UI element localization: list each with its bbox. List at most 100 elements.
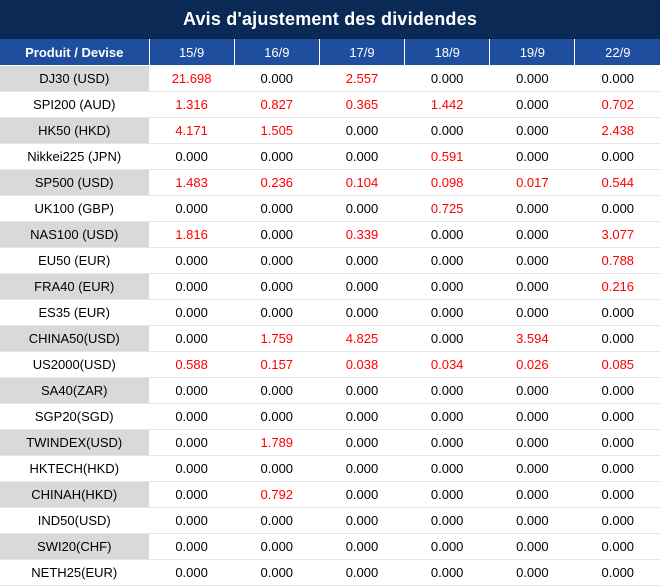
dividend-value-cell: 0.000 bbox=[574, 325, 660, 352]
dividend-value-cell: 0.017 bbox=[489, 169, 575, 196]
column-header-product: Produit / Devise bbox=[0, 39, 149, 66]
dividend-value-cell: 0.000 bbox=[148, 455, 235, 482]
dividend-value-cell: 0.000 bbox=[404, 481, 490, 508]
dividend-value-cell: 0.000 bbox=[574, 559, 660, 586]
dividend-value-cell: 0.000 bbox=[404, 455, 490, 482]
dividend-value-cell: 0.000 bbox=[233, 299, 320, 326]
table-row: HKTECH(HKD) 0.000 0.000 0.000 0.000 0.000 0.00… bbox=[0, 455, 660, 482]
dividend-value-cell: 0.000 bbox=[318, 273, 405, 300]
table-row: IND50(USD) 0.000 0.000 0.000 0.000 0.000 0.000 bbox=[0, 507, 660, 534]
dividend-value-cell: 1.759 bbox=[233, 325, 320, 352]
product-cell: SP500 (USD) bbox=[0, 169, 149, 196]
dividend-value-cell: 0.000 bbox=[404, 559, 490, 586]
product-cell: TWINDEX(USD) bbox=[0, 429, 149, 456]
dividend-value-cell: 0.591 bbox=[404, 143, 490, 170]
table-row: SWI20(CHF) 0.000 0.000 0.000 0.000 0.000 0.000 bbox=[0, 533, 660, 560]
column-header-date: 16/9 bbox=[233, 39, 320, 66]
dividend-value-cell: 0.000 bbox=[148, 195, 235, 222]
dividend-value-cell: 0.000 bbox=[148, 559, 235, 586]
dividend-value-cell: 0.000 bbox=[148, 247, 235, 274]
dividend-value-cell: 0.000 bbox=[404, 507, 490, 534]
product-cell: Nikkei225 (JPN) bbox=[0, 143, 149, 170]
dividend-value-cell: 0.000 bbox=[574, 143, 660, 170]
dividend-value-cell: 0.000 bbox=[404, 429, 490, 456]
product-cell: CHINA50(USD) bbox=[0, 325, 149, 352]
dividend-value-cell: 0.026 bbox=[489, 351, 575, 378]
table-body: DJ30 (USD) 21.698 0.000 2.557 0.000 0.000 0.00… bbox=[0, 65, 660, 586]
dividend-value-cell: 0.000 bbox=[233, 533, 320, 560]
dividend-value-cell: 0.000 bbox=[574, 299, 660, 326]
dividend-value-cell: 0.000 bbox=[404, 273, 490, 300]
product-cell: CHINAH(HKD) bbox=[0, 481, 149, 508]
dividend-value-cell: 0.000 bbox=[489, 65, 575, 92]
dividend-value-cell: 0.000 bbox=[489, 377, 575, 404]
dividend-value-cell: 0.216 bbox=[574, 273, 660, 300]
dividend-value-cell: 0.000 bbox=[148, 325, 235, 352]
dividend-value-cell: 0.000 bbox=[489, 117, 575, 144]
dividend-value-cell: 0.000 bbox=[489, 481, 575, 508]
dividend-value-cell: 0.000 bbox=[404, 403, 490, 430]
table-header-row: Produit / Devise 15/9 16/9 17/9 18/9 19/… bbox=[0, 39, 660, 66]
table-row: UK100 (GBP) 0.000 0.000 0.000 0.725 0.000 0.00… bbox=[0, 195, 660, 222]
dividend-value-cell: 1.442 bbox=[404, 91, 490, 118]
dividend-value-cell: 0.365 bbox=[318, 91, 405, 118]
dividend-value-cell: 0.000 bbox=[574, 403, 660, 430]
dividend-value-cell: 0.000 bbox=[318, 533, 405, 560]
column-header-date: 18/9 bbox=[404, 39, 490, 66]
dividend-value-cell: 0.000 bbox=[233, 377, 320, 404]
dividend-value-cell: 0.000 bbox=[574, 429, 660, 456]
dividend-value-cell: 0.000 bbox=[148, 429, 235, 456]
dividend-value-cell: 0.725 bbox=[404, 195, 490, 222]
table-row: CHINAH(HKD) 0.000 0.792 0.000 0.000 0.000 0.00… bbox=[0, 481, 660, 508]
dividend-value-cell: 0.000 bbox=[404, 299, 490, 326]
dividend-value-cell: 0.000 bbox=[318, 429, 405, 456]
dividend-value-cell: 0.000 bbox=[318, 117, 405, 144]
table-row: SA40(ZAR) 0.000 0.000 0.000 0.000 0.000 0.000 bbox=[0, 377, 660, 404]
table-row: FRA40 (EUR) 0.000 0.000 0.000 0.000 0.000 0.21… bbox=[0, 273, 660, 300]
column-header-date: 15/9 bbox=[148, 39, 235, 66]
dividend-value-cell: 0.000 bbox=[148, 143, 235, 170]
dividend-value-cell: 1.483 bbox=[148, 169, 235, 196]
dividend-value-cell: 0.000 bbox=[318, 507, 405, 534]
dividend-value-cell: 21.698 bbox=[148, 65, 235, 92]
dividend-value-cell: 0.000 bbox=[148, 481, 235, 508]
dividend-value-cell: 0.000 bbox=[318, 247, 405, 274]
dividend-value-cell: 0.788 bbox=[574, 247, 660, 274]
table-row: Nikkei225 (JPN) 0.000 0.000 0.000 0.591 0.000… bbox=[0, 143, 660, 170]
page-title: Avis d'ajustement des dividendes bbox=[0, 0, 660, 39]
dividend-value-cell: 0.236 bbox=[233, 169, 320, 196]
product-cell: NETH25(EUR) bbox=[0, 559, 149, 586]
dividend-value-cell: 0.000 bbox=[233, 195, 320, 222]
dividend-value-cell: 2.438 bbox=[574, 117, 660, 144]
product-cell: NAS100 (USD) bbox=[0, 221, 149, 248]
dividend-value-cell: 1.816 bbox=[148, 221, 235, 248]
table-row: HK50 (HKD) 4.171 1.505 0.000 0.000 0.000 2.438 bbox=[0, 117, 660, 144]
dividend-value-cell: 0.000 bbox=[404, 325, 490, 352]
dividend-value-cell: 3.077 bbox=[574, 221, 660, 248]
dividend-value-cell: 0.000 bbox=[318, 377, 405, 404]
product-cell: UK100 (GBP) bbox=[0, 195, 149, 222]
dividend-value-cell: 0.157 bbox=[233, 351, 320, 378]
dividend-value-cell: 0.000 bbox=[148, 533, 235, 560]
dividend-value-cell: 0.000 bbox=[404, 247, 490, 274]
column-header-date: 17/9 bbox=[318, 39, 405, 66]
dividend-value-cell: 0.000 bbox=[148, 377, 235, 404]
dividend-table: Produit / Devise 15/9 16/9 17/9 18/9 19/… bbox=[0, 39, 660, 586]
dividend-value-cell: 0.000 bbox=[404, 221, 490, 248]
dividend-value-cell: 0.000 bbox=[233, 65, 320, 92]
product-cell: ES35 (EUR) bbox=[0, 299, 149, 326]
table-row: EU50 (EUR) 0.000 0.000 0.000 0.000 0.000 0.788 bbox=[0, 247, 660, 274]
dividend-value-cell: 0.000 bbox=[318, 143, 405, 170]
dividend-value-cell: 4.171 bbox=[148, 117, 235, 144]
table-row: SPI200 (AUD) 1.316 0.827 0.365 1.442 0.000 0.7… bbox=[0, 91, 660, 118]
dividend-value-cell: 0.588 bbox=[148, 351, 235, 378]
dividend-value-cell: 1.316 bbox=[148, 91, 235, 118]
dividend-value-cell: 0.034 bbox=[404, 351, 490, 378]
product-cell: IND50(USD) bbox=[0, 507, 149, 534]
dividend-value-cell: 0.000 bbox=[233, 247, 320, 274]
dividend-value-cell: 0.000 bbox=[574, 377, 660, 404]
table-row: CHINA50(USD) 0.000 1.759 4.825 0.000 3.594 0.0… bbox=[0, 325, 660, 352]
dividend-value-cell: 0.000 bbox=[318, 481, 405, 508]
dividend-value-cell: 2.557 bbox=[318, 65, 405, 92]
